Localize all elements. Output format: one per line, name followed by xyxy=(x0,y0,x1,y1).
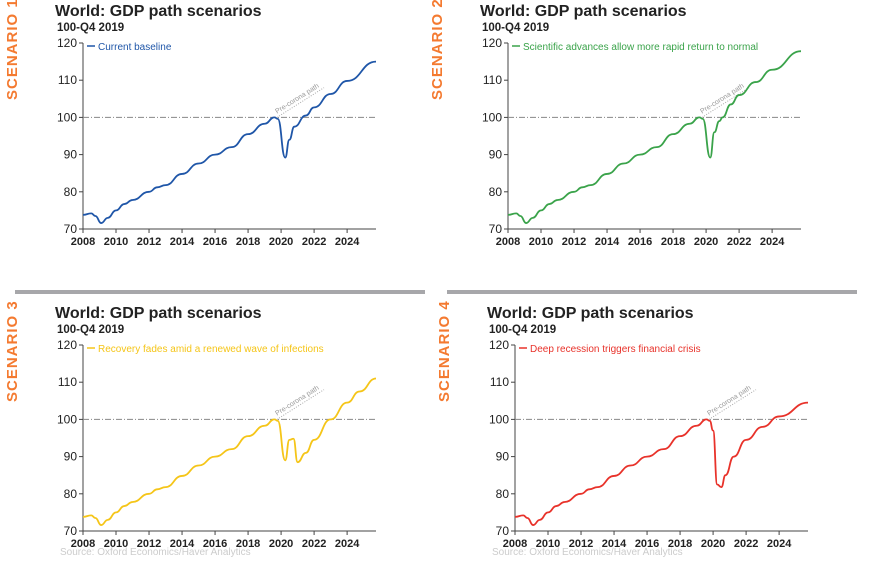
y-tick-label: 100 xyxy=(489,412,509,426)
x-tick-label: 2018 xyxy=(236,236,260,248)
y-tick-label: 120 xyxy=(482,36,502,50)
y-tick-label: 80 xyxy=(496,487,510,501)
chart-title: World: GDP path scenarios xyxy=(55,3,262,20)
y-tick-label: 70 xyxy=(64,524,78,538)
pre-corona-path-label: Pre-corona path xyxy=(706,385,752,418)
x-tick-label: 2022 xyxy=(734,538,758,550)
y-tick-label: 80 xyxy=(489,185,503,199)
y-tick-label: 120 xyxy=(489,338,509,352)
x-tick-label: 2020 xyxy=(269,538,293,550)
x-tick-label: 2016 xyxy=(203,538,227,550)
x-tick-label: 2024 xyxy=(335,236,360,248)
x-tick-label: 2018 xyxy=(236,538,260,550)
y-tick-label: 70 xyxy=(64,222,78,236)
legend-label: Current baseline xyxy=(98,42,172,53)
y-tick-label: 120 xyxy=(57,36,77,50)
x-tick-label: 2008 xyxy=(503,538,527,550)
y-tick-label: 90 xyxy=(64,148,78,162)
legend-label: Recovery fades amid a renewed wave of in… xyxy=(98,344,324,355)
x-tick-label: 2020 xyxy=(694,236,718,248)
x-tick-label: 2018 xyxy=(668,538,692,550)
y-tick-label: 100 xyxy=(57,110,77,124)
chart-subtitle: 100-Q4 2019 xyxy=(489,324,557,336)
chart-subtitle: 100-Q4 2019 xyxy=(57,324,125,336)
x-tick-label: 2012 xyxy=(137,236,161,248)
pre-corona-path-label: Pre-corona path xyxy=(699,83,745,116)
source-note: Source: Oxford Economics/Haver Analytics xyxy=(492,547,683,558)
y-tick-label: 100 xyxy=(57,412,77,426)
y-tick-label: 110 xyxy=(483,73,502,87)
x-tick-label: 2016 xyxy=(203,236,227,248)
x-tick-label: 2022 xyxy=(727,236,751,248)
pre-corona-path-label: Pre-corona path xyxy=(274,83,320,116)
chart-title: World: GDP path scenarios xyxy=(480,3,687,20)
x-tick-label: 2024 xyxy=(760,236,785,248)
chart-subtitle: 100-Q4 2019 xyxy=(482,22,550,34)
chart-svg: 70 80 90 100 110 120 2008 2010 2012 2014 2016 2018 2… xyxy=(482,36,802,248)
series-line xyxy=(82,377,377,526)
x-tick-label: 2022 xyxy=(302,538,326,550)
x-tick-label: 2008 xyxy=(71,538,95,550)
chart-panel-4: SCENARIO 4 World: GDP path scenarios 100… xyxy=(432,282,862,564)
y-tick-label: 110 xyxy=(58,73,77,87)
chart-title: World: GDP path scenarios xyxy=(55,305,262,322)
y-tick-label: 90 xyxy=(496,450,510,464)
x-tick-label: 2020 xyxy=(269,236,293,248)
x-tick-label: 2008 xyxy=(71,236,95,248)
x-tick-label: 2014 xyxy=(602,538,627,550)
x-tick-label: 2024 xyxy=(767,538,792,550)
x-tick-label: 2024 xyxy=(335,538,360,550)
x-tick-label: 2018 xyxy=(661,236,685,248)
x-tick-label: 2020 xyxy=(701,538,725,550)
pre-corona-path-line xyxy=(701,87,750,118)
chart-subtitle: 100-Q4 2019 xyxy=(57,22,125,34)
chart-svg: 70 80 90 100 110 120 2008 2010 2012 2014 2016 2018 2… xyxy=(57,36,377,248)
x-tick-label: 2014 xyxy=(170,538,195,550)
source-note: Source: Oxford Economics/Haver Analytics xyxy=(60,547,251,558)
y-tick-label: 90 xyxy=(64,450,78,464)
y-tick-label: 110 xyxy=(490,375,509,389)
chart-panel-2: SCENARIO 2 World: GDP path scenarios 100… xyxy=(425,0,855,282)
legend-label: Deep recession triggers financial crisis xyxy=(530,344,701,355)
x-tick-label: 2010 xyxy=(536,538,560,550)
y-tick-label: 100 xyxy=(482,110,502,124)
y-tick-label: 70 xyxy=(496,524,510,538)
x-tick-label: 2022 xyxy=(302,236,326,248)
x-tick-label: 2010 xyxy=(529,236,553,248)
pre-corona-path-line xyxy=(276,389,325,420)
x-tick-label: 2016 xyxy=(635,538,659,550)
x-tick-label: 2012 xyxy=(137,538,161,550)
y-tick-label: 80 xyxy=(64,185,78,199)
pre-corona-path-label: Pre-corona path xyxy=(274,385,320,418)
y-tick-label: 70 xyxy=(489,222,503,236)
x-tick-label: 2014 xyxy=(170,236,195,248)
y-tick-label: 80 xyxy=(64,487,78,501)
x-tick-label: 2010 xyxy=(104,236,128,248)
panel-divider xyxy=(447,290,857,294)
chart-panel-3: SCENARIO 3 World: GDP path scenarios 100… xyxy=(0,282,430,564)
chart-svg: 70 80 90 100 110 120 2008 2010 2012 2014 2016 2018 2… xyxy=(57,338,377,550)
y-tick-label: 120 xyxy=(57,338,77,352)
y-tick-label: 90 xyxy=(489,148,503,162)
x-tick-label: 2008 xyxy=(496,236,520,248)
x-tick-label: 2014 xyxy=(595,236,620,248)
panel-divider xyxy=(15,290,425,294)
chart-svg: 70 80 90 100 110 120 2008 2010 2012 2014 2016 2018 2… xyxy=(489,338,809,550)
series-line xyxy=(507,50,802,224)
legend-label: Scientific advances allow more rapid ret… xyxy=(523,42,758,53)
pre-corona-path-line xyxy=(276,87,325,118)
chart-panel-1: SCENARIO 1 World: GDP path scenarios 100… xyxy=(0,0,430,282)
series-line xyxy=(514,401,809,526)
x-tick-label: 2010 xyxy=(104,538,128,550)
y-tick-label: 110 xyxy=(58,375,77,389)
x-tick-label: 2012 xyxy=(569,538,593,550)
x-tick-label: 2012 xyxy=(562,236,586,248)
pre-corona-path-line xyxy=(708,389,757,420)
x-tick-label: 2016 xyxy=(628,236,652,248)
chart-title: World: GDP path scenarios xyxy=(487,305,694,322)
series-line xyxy=(82,60,377,224)
